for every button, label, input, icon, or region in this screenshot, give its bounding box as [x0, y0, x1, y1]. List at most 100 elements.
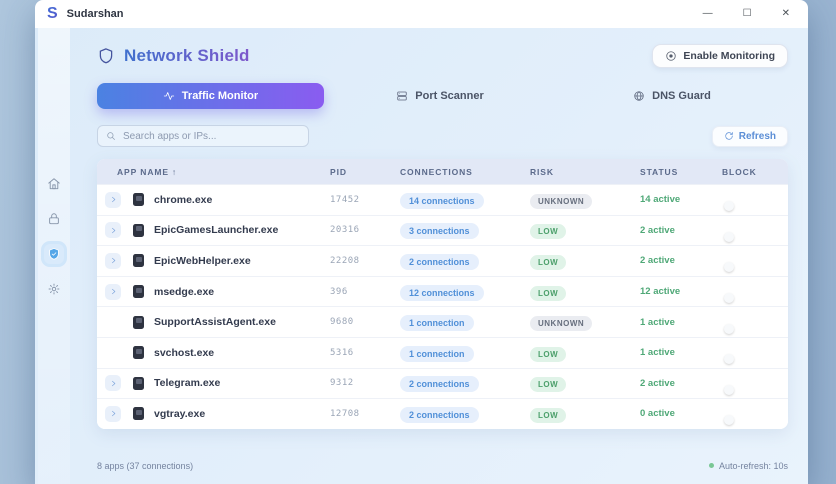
- column-header-pid[interactable]: PID: [330, 166, 347, 177]
- chevron-right-icon: [111, 197, 115, 203]
- tab-port-scanner[interactable]: Port Scanner: [324, 83, 556, 109]
- sidebar-item-settings[interactable]: [44, 279, 64, 299]
- sort-asc-icon: ↑: [171, 166, 178, 177]
- column-header-status[interactable]: Status: [640, 166, 679, 177]
- risk-badge: LOW: [530, 224, 567, 240]
- tab-dns-guard[interactable]: DNS Guard: [556, 83, 788, 109]
- table-row: EpicWebHelper.exe 22208 2 connections LO…: [97, 245, 788, 276]
- column-header-connections[interactable]: Connections: [400, 166, 473, 177]
- chevron-right-icon: [111, 227, 115, 234]
- expand-button[interactable]: [105, 405, 121, 422]
- chevron-right-icon: [111, 258, 115, 264]
- close-button[interactable]: ✕: [781, 8, 790, 19]
- column-header-risk[interactable]: Risk: [530, 166, 554, 177]
- auto-refresh-status: Auto-refresh: 10s: [708, 460, 788, 471]
- table-row: msedge.exe 396 12 connections LOW 12 act…: [97, 275, 788, 307]
- monitoring-icon: [666, 51, 677, 61]
- sidebar-item-home[interactable]: [44, 174, 64, 194]
- app-name: chrome.exe: [154, 193, 213, 206]
- risk-badge: LOW: [530, 254, 567, 270]
- footer: 8 apps (37 connections) Auto-refresh: 10…: [97, 461, 788, 471]
- app-icon: [133, 346, 144, 360]
- app-name: Telegram.exe: [154, 377, 221, 390]
- app-icon: [133, 376, 144, 390]
- refresh-label: Refresh: [738, 130, 776, 142]
- table-row: svchost.exe 5316 1 connection LOW 1 acti…: [97, 336, 788, 368]
- page-header: Network Shield Enable Monitoring: [97, 44, 788, 68]
- enable-monitoring-label: Enable Monitoring: [683, 50, 775, 62]
- connections-badge: 2 connections: [400, 253, 479, 270]
- expand-button[interactable]: [105, 375, 121, 392]
- app-icon: [133, 285, 144, 299]
- connections-badge: 2 connections: [400, 376, 479, 393]
- enable-monitoring-button[interactable]: Enable Monitoring: [652, 44, 788, 68]
- app-name: msedge.exe: [154, 285, 215, 298]
- globe-icon: [634, 91, 644, 101]
- app-window: S Sudarshan — ☐ ✕: [35, 0, 808, 484]
- home-icon: [48, 177, 60, 189]
- status-text: 1 active: [640, 316, 675, 328]
- connections-badge: 14 connections: [400, 192, 484, 209]
- expand-button[interactable]: [105, 252, 121, 269]
- expand-button[interactable]: [105, 222, 121, 239]
- gear-icon: [48, 283, 60, 294]
- sidebar-item-lock[interactable]: [44, 209, 64, 229]
- main-panel: Network Shield Enable Monitoring Traffic…: [70, 28, 808, 484]
- tab-label: DNS Guard: [652, 90, 711, 102]
- app-icon: [133, 315, 144, 329]
- minimize-button[interactable]: —: [702, 8, 713, 19]
- refresh-icon: [725, 132, 733, 140]
- table-row: EpicGamesLauncher.exe 20316 3 connection…: [97, 214, 788, 246]
- status-text: 2 active: [640, 377, 675, 389]
- apps-summary: 8 apps (37 connections): [97, 460, 194, 471]
- pid-value: 22208: [330, 255, 360, 266]
- status-text: 2 active: [640, 224, 675, 236]
- toolbar: Refresh: [97, 125, 788, 147]
- app-name: SupportAssistAgent.exe: [154, 316, 276, 329]
- app-icon: [133, 193, 144, 207]
- expand-button[interactable]: [105, 191, 121, 208]
- tab-bar: Traffic Monitor Port Scanner DNS Guard: [97, 83, 788, 109]
- connections-table: App Name ↑ PID Connections Risk Status Bl…: [97, 159, 788, 429]
- connections-badge: 12 connections: [400, 284, 484, 301]
- expand-button[interactable]: [105, 283, 121, 300]
- risk-badge: UNKNOWN: [530, 316, 593, 332]
- table-body: chrome.exe 17452 14 connections UNKNOWN …: [97, 184, 788, 429]
- pid-value: 5316: [330, 347, 354, 358]
- pid-value: 12708: [330, 408, 360, 419]
- sidebar-item-shield[interactable]: [44, 243, 64, 264]
- table-row: chrome.exe 17452 14 connections UNKNOWN …: [97, 184, 788, 215]
- risk-badge: LOW: [530, 346, 567, 362]
- column-header-app-name[interactable]: App Name ↑: [117, 166, 178, 177]
- chevron-right-icon: [111, 288, 115, 295]
- connections-badge: 3 connections: [400, 223, 479, 240]
- status-text: 2 active: [640, 255, 675, 267]
- auto-refresh-label: Auto-refresh: 10s: [718, 460, 788, 471]
- pid-value: 9680: [330, 317, 354, 328]
- shield-icon: [99, 48, 113, 64]
- sidebar-rail: [38, 28, 70, 484]
- table-row: vgtray.exe 12708 2 connections LOW 0 act…: [97, 398, 788, 429]
- risk-badge: LOW: [530, 407, 567, 423]
- table-row: Telegram.exe 9312 2 connections LOW 2 ac…: [97, 367, 788, 399]
- page-title: Network Shield: [124, 46, 250, 65]
- activity-icon: [163, 92, 174, 100]
- tab-traffic-monitor[interactable]: Traffic Monitor: [97, 83, 324, 109]
- column-header-block[interactable]: Block: [722, 166, 757, 177]
- connections-badge: 2 connections: [400, 406, 479, 423]
- risk-badge: LOW: [530, 377, 567, 393]
- search-box: [97, 125, 309, 147]
- window-controls: — ☐ ✕: [703, 9, 790, 19]
- app-name: vgtray.exe: [154, 407, 206, 420]
- titlebar: S Sudarshan — ☐ ✕: [35, 0, 808, 28]
- search-input[interactable]: [123, 130, 300, 142]
- refresh-button[interactable]: Refresh: [711, 125, 788, 147]
- connections-badge: 1 connection: [400, 345, 474, 362]
- app-name: svchost.exe: [154, 346, 215, 359]
- pid-value: 396: [330, 286, 348, 297]
- tab-label: Port Scanner: [415, 90, 484, 102]
- pid-value: 9312: [330, 378, 354, 389]
- maximize-button[interactable]: ☐: [742, 8, 752, 19]
- app-icon: [133, 407, 144, 421]
- app-logo: S: [47, 5, 58, 22]
